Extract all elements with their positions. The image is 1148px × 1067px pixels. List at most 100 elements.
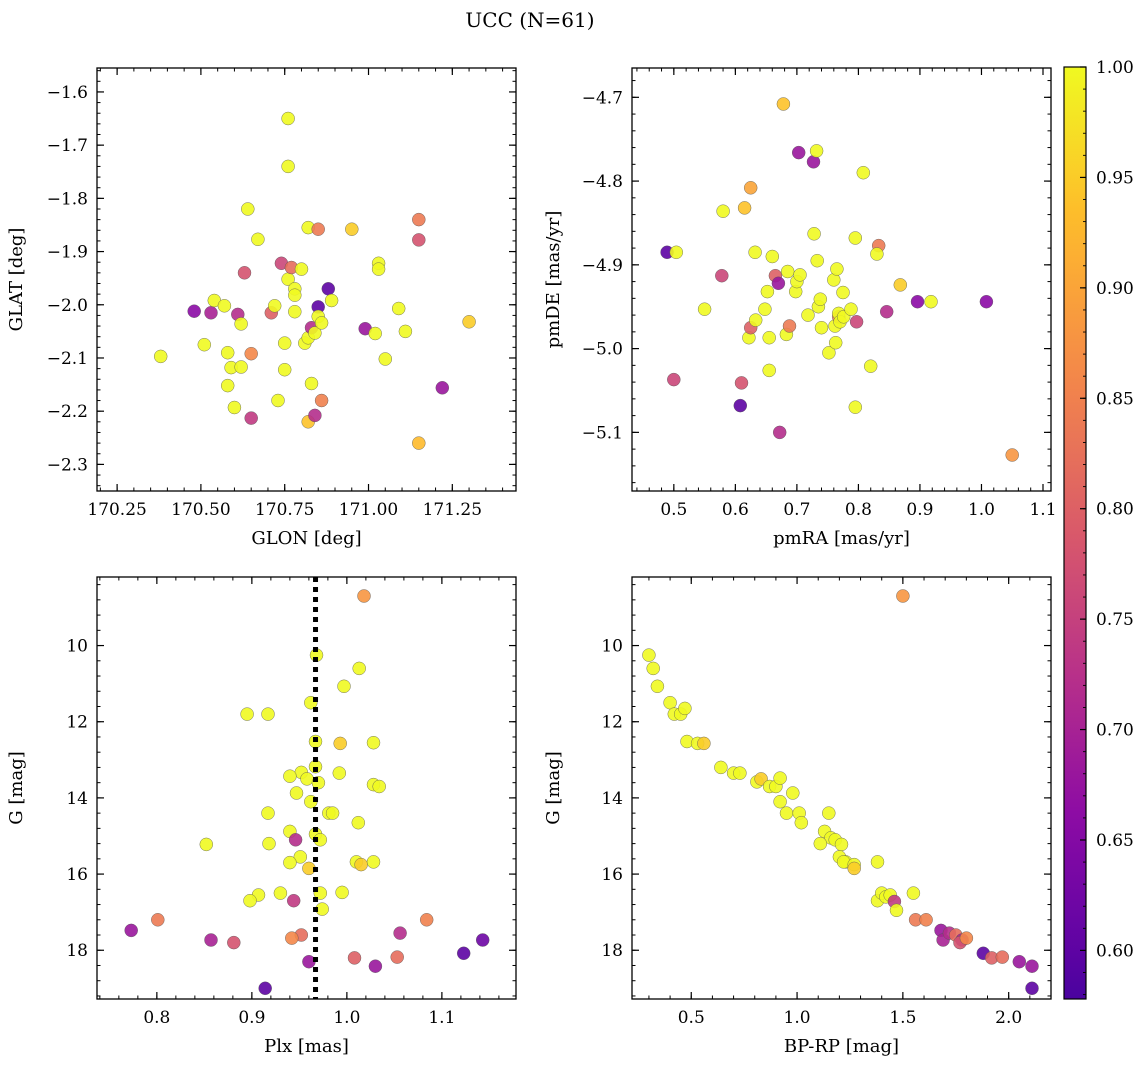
data-point <box>870 855 885 869</box>
data-point <box>234 317 248 331</box>
data-point <box>880 305 894 319</box>
data-point <box>368 326 382 341</box>
data-point <box>412 212 426 227</box>
y-tick-label: −4.7 <box>582 88 623 108</box>
data-point <box>715 269 729 283</box>
data-point <box>371 262 386 276</box>
data-point <box>288 833 303 847</box>
data-point <box>333 736 347 751</box>
data-point <box>771 276 786 290</box>
data-point <box>289 786 304 800</box>
x-tick-label: 2.0 <box>995 1008 1022 1028</box>
data-point <box>781 264 795 279</box>
data-point <box>261 707 275 721</box>
data-point <box>335 885 349 900</box>
x-axis-label: Plx [mas] <box>264 1036 349 1057</box>
data-point <box>813 292 827 306</box>
data-point <box>773 795 787 809</box>
data-point <box>793 268 807 282</box>
colorbar-gradient <box>1063 66 1087 1000</box>
axes-frame <box>96 67 517 492</box>
y-tick-label: 18 <box>66 941 88 961</box>
data-point <box>910 295 925 309</box>
data-point <box>420 913 434 927</box>
data-point <box>462 315 476 329</box>
data-point <box>220 378 235 393</box>
x-axis-label: pmRA [mas/yr] <box>773 528 910 549</box>
data-point <box>352 661 366 676</box>
data-point <box>822 806 836 820</box>
data-point <box>187 304 201 318</box>
figure-title: UCC (N=61) <box>465 8 594 32</box>
data-point <box>234 360 248 374</box>
data-point <box>287 894 301 908</box>
data-point <box>304 376 319 391</box>
colorbar-tick-label: 0.75 <box>1096 610 1134 630</box>
data-point <box>273 886 288 900</box>
data-point <box>354 857 368 872</box>
data-point <box>244 411 258 425</box>
data-point <box>849 315 864 329</box>
y-tick-label: −1.9 <box>47 243 88 263</box>
y-tick-label: 14 <box>601 789 623 809</box>
y-tick-label: −2.0 <box>47 296 88 316</box>
data-point <box>227 935 241 950</box>
data-point <box>308 326 322 340</box>
data-point <box>1025 981 1039 995</box>
y-tick-label: −1.8 <box>47 189 88 209</box>
data-point <box>1025 959 1039 973</box>
y-tick-label: −5.0 <box>582 340 623 360</box>
colorbar-tick-label: 0.95 <box>1096 168 1134 188</box>
data-point <box>773 425 787 440</box>
y-tick-label: 10 <box>66 637 88 657</box>
y-tick-label: −1.6 <box>47 83 88 103</box>
data-point <box>288 305 302 319</box>
data-point <box>896 589 910 603</box>
y-tick-label: −4.8 <box>582 172 623 192</box>
y-tick-label: −2.3 <box>47 455 88 475</box>
data-point <box>893 278 907 292</box>
x-tick-label: 0.6 <box>722 500 749 520</box>
data-point <box>792 145 806 160</box>
y-axis-label: pmDE [mas/yr] <box>543 211 564 349</box>
data-point <box>829 336 843 350</box>
data-point <box>663 696 677 710</box>
data-point <box>392 301 406 316</box>
data-point <box>314 393 329 408</box>
x-tick-label: 0.8 <box>845 500 872 520</box>
data-point <box>813 836 827 851</box>
data-point <box>337 679 351 693</box>
y-axis-label: G [mag] <box>6 751 27 824</box>
data-point <box>227 400 242 415</box>
data-point <box>697 736 711 751</box>
x-tick-label: 0.9 <box>238 1008 265 1028</box>
data-point <box>864 359 878 373</box>
data-point <box>325 806 340 820</box>
data-point <box>204 933 218 947</box>
data-point <box>268 299 282 313</box>
data-point <box>285 931 299 945</box>
data-point <box>293 850 307 864</box>
data-point <box>830 262 844 276</box>
data-point <box>283 855 297 870</box>
y-axis-label: G [mag] <box>543 751 564 824</box>
data-point <box>366 736 381 750</box>
data-point <box>667 372 681 387</box>
data-point <box>197 338 212 352</box>
data-point <box>758 302 772 316</box>
data-point <box>734 376 749 390</box>
data-point <box>357 589 371 603</box>
x-tick-label: 0.8 <box>143 1008 170 1028</box>
data-point <box>906 886 921 900</box>
colorbar-tick-label: 1.00 <box>1096 58 1134 78</box>
data-point <box>151 913 165 927</box>
data-point <box>308 408 322 423</box>
data-point <box>959 931 974 945</box>
data-point <box>124 923 138 938</box>
data-point <box>716 204 730 218</box>
x-tick-label: 171.25 <box>423 500 482 520</box>
data-point <box>281 111 295 126</box>
y-tick-label: 16 <box>66 865 88 885</box>
data-point <box>748 245 762 260</box>
